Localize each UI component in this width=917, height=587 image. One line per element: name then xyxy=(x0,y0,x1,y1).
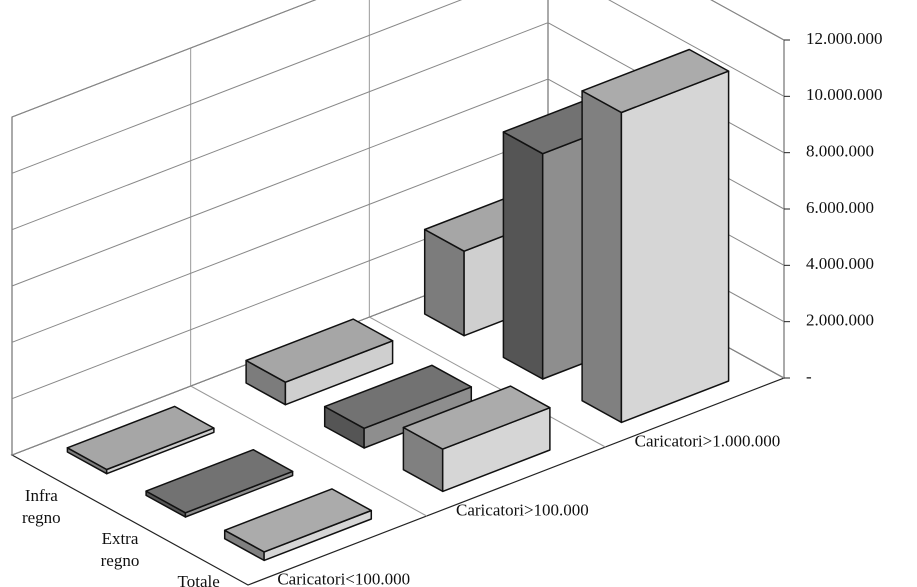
y-tick-label: 8.000.000 xyxy=(806,142,874,161)
floor-divider xyxy=(190,385,427,517)
x-tick-label: Caricatori>100.000 xyxy=(456,500,589,519)
bar-top xyxy=(66,405,215,471)
x-tick-label: Caricatori>1.000.000 xyxy=(635,431,781,450)
bar-top xyxy=(223,488,373,553)
bar-top xyxy=(402,385,551,450)
series-label: Totale xyxy=(177,572,220,587)
y-tick-label: - xyxy=(806,367,812,386)
bar-top xyxy=(145,448,294,514)
y-tick-label: 4.000.000 xyxy=(806,254,874,273)
grid-line xyxy=(11,0,785,174)
y-tick-label: 10.000.000 xyxy=(806,85,883,104)
bar-top xyxy=(323,364,473,430)
y-tick-label: 12.000.000 xyxy=(806,29,883,48)
y-tick-label: 6.000.000 xyxy=(806,198,874,217)
series-label: Extra regno xyxy=(100,529,140,571)
bar-top xyxy=(581,48,730,114)
grid-line xyxy=(11,0,785,118)
bar-top xyxy=(245,318,394,383)
bar-front xyxy=(620,70,730,424)
x-tick-label: Caricatori<100.000 xyxy=(277,569,410,587)
series-label: Infra regno xyxy=(21,485,61,527)
floor-divider xyxy=(369,316,606,448)
bar-side xyxy=(502,131,544,380)
bar-side xyxy=(581,90,623,424)
y-tick-label: 2.000.000 xyxy=(806,311,874,330)
